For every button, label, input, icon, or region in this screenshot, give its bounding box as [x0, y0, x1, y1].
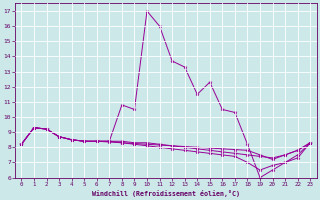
X-axis label: Windchill (Refroidissement éolien,°C): Windchill (Refroidissement éolien,°C) — [92, 190, 240, 197]
